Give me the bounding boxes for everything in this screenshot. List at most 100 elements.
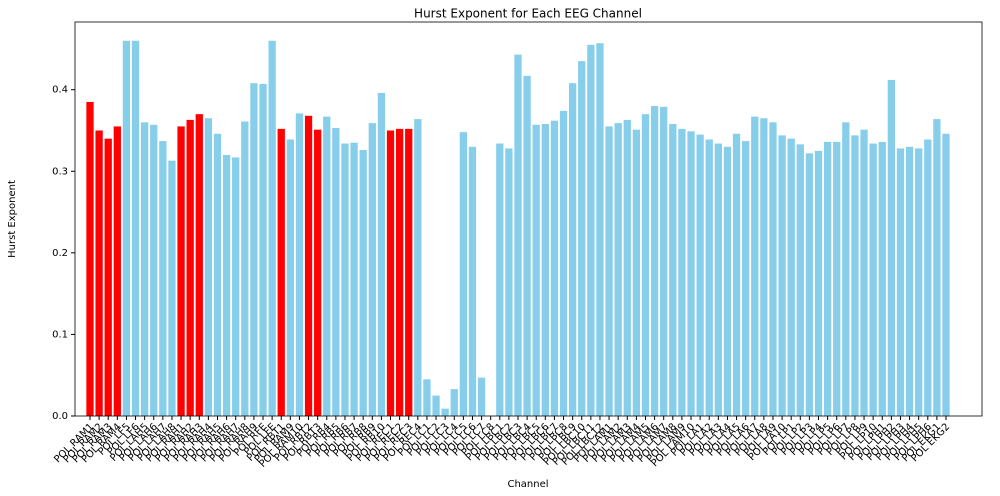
bar (660, 106, 668, 417)
bar (268, 40, 276, 417)
bar (778, 135, 786, 417)
bar (405, 128, 413, 417)
bar (432, 395, 440, 416)
plot-frame (74, 21, 983, 417)
bar (122, 40, 131, 417)
bar (286, 139, 294, 417)
bar (905, 146, 914, 417)
bar (314, 129, 322, 417)
bar (450, 389, 458, 416)
bar (459, 132, 468, 417)
bar (395, 128, 404, 417)
bar (714, 143, 722, 417)
bar (605, 126, 613, 417)
bar (842, 122, 850, 417)
y-axis-label: Hurst Exponent (7, 180, 18, 258)
bar (924, 139, 932, 417)
bar (578, 61, 586, 417)
y-tick-label: 0.4 (52, 85, 68, 96)
bar (769, 122, 777, 417)
bar (250, 83, 258, 417)
bar (669, 123, 677, 417)
bar (796, 144, 804, 417)
bar (377, 92, 386, 417)
bar (359, 150, 367, 417)
bar (732, 133, 741, 417)
bar (295, 113, 304, 417)
bar (751, 116, 759, 417)
bar (860, 129, 868, 417)
bar (95, 130, 103, 417)
bar (823, 141, 832, 417)
bar (596, 43, 604, 417)
bar (896, 148, 905, 417)
bar (514, 54, 522, 417)
bar (851, 135, 859, 417)
bar (623, 119, 631, 417)
x-axis-label: Channel (507, 479, 548, 490)
bar (915, 148, 923, 417)
bar (441, 408, 449, 416)
bar (523, 75, 531, 417)
bar (887, 79, 896, 417)
y-tick-label: 0.3 (52, 166, 68, 177)
y-tick-label: 0.0 (52, 411, 68, 422)
bar (550, 120, 559, 417)
bar (277, 128, 285, 417)
bar (559, 110, 568, 417)
bar (541, 123, 549, 417)
bar (140, 122, 149, 417)
bar (86, 101, 94, 417)
bar (232, 157, 240, 417)
bar (159, 141, 167, 417)
bar (468, 146, 477, 417)
bar (587, 44, 595, 417)
bar (814, 150, 823, 417)
bar (386, 130, 395, 417)
bar (259, 83, 267, 417)
bar (787, 138, 795, 417)
bar (195, 114, 203, 417)
chart-title: Hurst Exponent for Each EEG Channel (414, 7, 642, 21)
bar (168, 160, 176, 416)
y-tick-label: 0.1 (52, 329, 68, 340)
bar (650, 106, 659, 417)
bar (632, 129, 641, 417)
bar (687, 131, 695, 417)
bar (496, 143, 504, 417)
bar (477, 377, 486, 416)
bar (505, 148, 513, 417)
bar (760, 118, 768, 417)
bar (723, 146, 732, 417)
bar (705, 139, 713, 417)
bar (368, 123, 376, 417)
bar (414, 119, 422, 417)
bar (177, 126, 185, 417)
bar (222, 154, 231, 417)
bar (614, 123, 622, 417)
y-tick-label: 0.2 (52, 248, 68, 259)
bar (942, 133, 950, 417)
bar (150, 124, 158, 417)
bar (568, 83, 577, 417)
bar (878, 141, 886, 417)
bar (350, 142, 358, 417)
bar (131, 40, 140, 417)
bar (323, 116, 331, 417)
bar (742, 141, 750, 417)
bar (641, 114, 650, 417)
bar (696, 134, 704, 417)
bar (113, 126, 121, 417)
bar (104, 138, 112, 417)
bar (805, 153, 814, 417)
bar (186, 119, 194, 417)
bar (204, 118, 213, 417)
bar (213, 133, 222, 417)
bar (678, 128, 686, 417)
bar (833, 141, 841, 417)
bar (304, 115, 313, 417)
bar (341, 143, 349, 417)
bar (869, 143, 877, 417)
bar (241, 121, 249, 417)
